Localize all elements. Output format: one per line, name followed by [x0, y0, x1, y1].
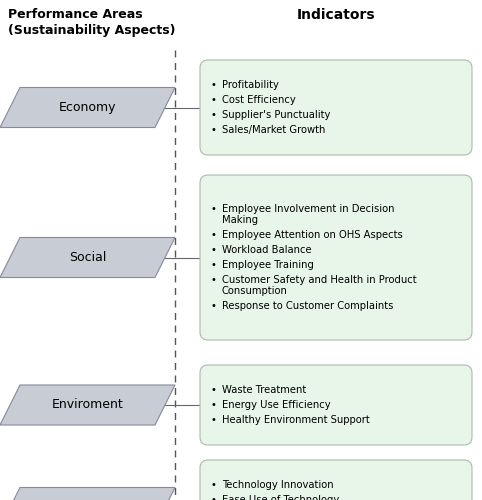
- Text: Technology Innovation: Technology Innovation: [222, 480, 334, 490]
- Text: Waste Treatment: Waste Treatment: [222, 385, 306, 395]
- Text: •: •: [210, 95, 216, 105]
- Text: Response to Customer Complaints: Response to Customer Complaints: [222, 301, 393, 311]
- Polygon shape: [0, 88, 175, 128]
- Text: Supplier's Punctuality: Supplier's Punctuality: [222, 110, 330, 120]
- Polygon shape: [0, 238, 175, 278]
- Text: Economy: Economy: [59, 101, 116, 114]
- Text: Making: Making: [222, 215, 258, 225]
- Text: Employee Training: Employee Training: [222, 260, 314, 270]
- Text: Employee Attention on OHS Aspects: Employee Attention on OHS Aspects: [222, 230, 403, 240]
- Text: Sales/Market Growth: Sales/Market Growth: [222, 125, 325, 135]
- Text: •: •: [210, 125, 216, 135]
- Text: Enviroment: Enviroment: [52, 398, 123, 411]
- Polygon shape: [0, 488, 175, 500]
- Text: •: •: [210, 415, 216, 425]
- Text: •: •: [210, 275, 216, 285]
- Text: Profitability: Profitability: [222, 80, 279, 90]
- Text: •: •: [210, 480, 216, 490]
- Text: •: •: [210, 110, 216, 120]
- Polygon shape: [0, 385, 175, 425]
- Text: Indicators: Indicators: [297, 8, 375, 22]
- Text: •: •: [210, 245, 216, 255]
- Text: Healthy Environment Support: Healthy Environment Support: [222, 415, 370, 425]
- Text: Workload Balance: Workload Balance: [222, 245, 312, 255]
- Text: Ease Use of Technology: Ease Use of Technology: [222, 495, 339, 500]
- Text: •: •: [210, 260, 216, 270]
- Text: •: •: [210, 385, 216, 395]
- Text: •: •: [210, 400, 216, 410]
- Text: Customer Safety and Health in Product: Customer Safety and Health in Product: [222, 275, 416, 285]
- Text: Performance Areas
(Sustainability Aspects): Performance Areas (Sustainability Aspect…: [8, 8, 175, 37]
- Text: Consumption: Consumption: [222, 286, 288, 296]
- Text: Energy Use Efficiency: Energy Use Efficiency: [222, 400, 331, 410]
- Text: •: •: [210, 230, 216, 240]
- Text: •: •: [210, 495, 216, 500]
- FancyBboxPatch shape: [200, 365, 472, 445]
- FancyBboxPatch shape: [200, 175, 472, 340]
- FancyBboxPatch shape: [200, 60, 472, 155]
- Text: Employee Involvement in Decision: Employee Involvement in Decision: [222, 204, 394, 214]
- FancyBboxPatch shape: [200, 460, 472, 500]
- Text: •: •: [210, 80, 216, 90]
- Text: •: •: [210, 204, 216, 214]
- Text: •: •: [210, 301, 216, 311]
- Text: Social: Social: [69, 251, 106, 264]
- Text: Cost Efficiency: Cost Efficiency: [222, 95, 296, 105]
